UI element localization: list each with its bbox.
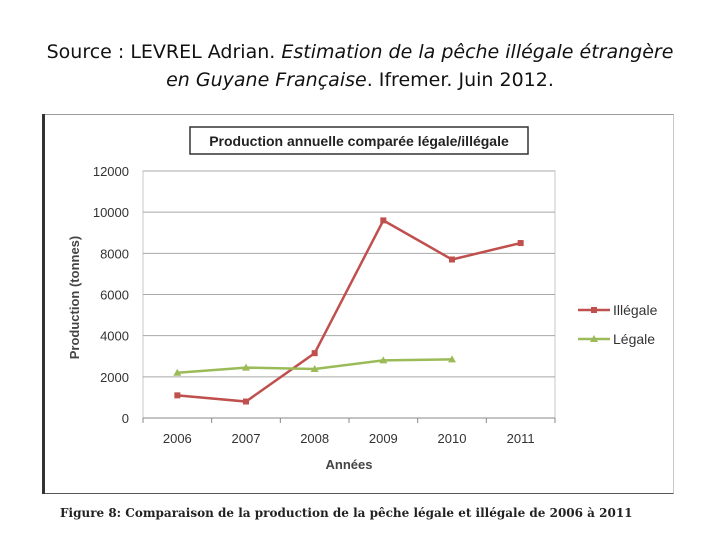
chart-title: Production annuelle comparée légale/illé…: [209, 133, 509, 149]
data-point: [242, 363, 250, 371]
source-title-line2: en Guyane Française: [166, 69, 367, 91]
data-point: [379, 356, 388, 364]
data-point: [173, 368, 182, 376]
legend-entry: Illégale: [578, 302, 658, 318]
label-layer: 0 2000 4000 6000 8000 10000 12000 2006 2007 2008 2…: [67, 126, 658, 472]
y-axis-title: Production (tonnes): [67, 236, 82, 360]
x-tick-label: 2010: [438, 431, 467, 446]
legend-entry: Légale: [578, 331, 655, 347]
y-tick-label: 8000: [100, 246, 129, 261]
y-tick-label: 12000: [93, 164, 129, 179]
legend-marker: [591, 307, 597, 313]
series-1: [173, 355, 456, 376]
chart-frame-edge: [42, 114, 45, 494]
series-0: [174, 217, 524, 405]
legend-label: Légale: [613, 331, 655, 347]
legend-label: Illégale: [613, 302, 658, 318]
y-tick-label: 10000: [93, 205, 129, 220]
x-tick-label: 2011: [507, 431, 535, 446]
data-point: [311, 350, 318, 357]
data-point: [517, 240, 524, 247]
chart-title-border: [189, 126, 529, 155]
data-point: [174, 392, 181, 399]
axis-layer: [142, 418, 556, 423]
grid-layer: [142, 170, 556, 419]
data-point: [380, 217, 387, 224]
chart-frame: [42, 114, 674, 494]
x-tick-label: 2009: [369, 431, 398, 446]
source-prefix: Source : LEVREL Adrian.: [46, 41, 282, 63]
y-tick-label: 0: [122, 411, 129, 426]
series-layer: [173, 217, 524, 405]
data-point: [310, 365, 319, 373]
data-point: [243, 398, 249, 405]
x-tick-label: 2006: [163, 431, 192, 446]
y-tick-label: 6000: [100, 288, 129, 303]
series-line: [177, 218, 521, 403]
x-tick-label: 2007: [232, 431, 261, 446]
y-tick-label: 4000: [100, 329, 129, 344]
source-title-line1: Estimation de la pêche illégale étrangèr…: [281, 41, 674, 63]
data-point: [449, 256, 455, 263]
x-axis-title: Années: [326, 457, 373, 472]
chart-title-box: Production annuelle comparée légale/illé…: [189, 126, 529, 155]
source-citation: Source : LEVREL Adrian. Estimation de la…: [0, 38, 720, 94]
y-tick-label: 2000: [100, 370, 129, 385]
data-point: [448, 355, 456, 363]
legend-marker: [590, 335, 598, 342]
x-tick-label: 2008: [300, 431, 329, 446]
figure-caption: Figure 8: Comparaison de la production d…: [60, 506, 633, 520]
source-suffix: . Ifremer. Juin 2012.: [366, 69, 554, 91]
